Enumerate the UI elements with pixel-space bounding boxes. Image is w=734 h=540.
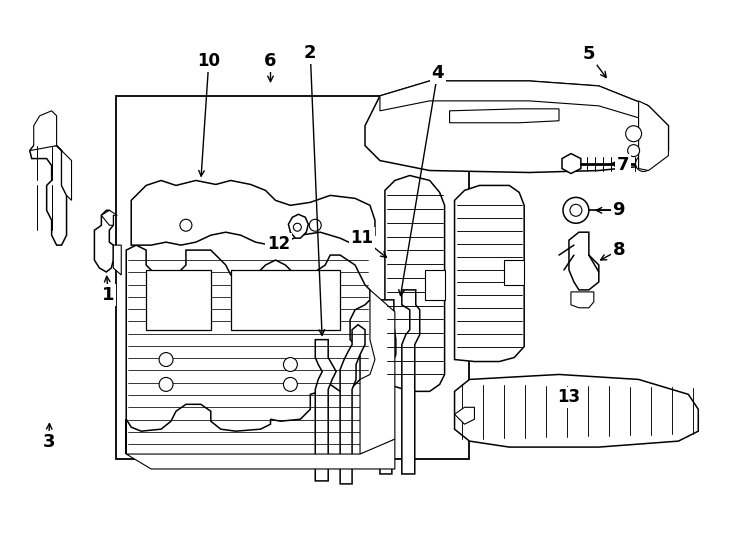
Circle shape: [159, 377, 173, 392]
Circle shape: [625, 126, 642, 141]
Polygon shape: [454, 407, 474, 424]
Polygon shape: [30, 146, 67, 245]
Circle shape: [180, 219, 192, 231]
Circle shape: [309, 219, 321, 231]
Circle shape: [283, 357, 297, 372]
Polygon shape: [30, 111, 57, 151]
Circle shape: [636, 156, 652, 172]
Polygon shape: [365, 81, 669, 172]
Text: 9: 9: [612, 201, 625, 219]
Text: 10: 10: [197, 52, 220, 70]
Text: 1: 1: [102, 286, 115, 304]
Text: 3: 3: [43, 433, 55, 451]
Polygon shape: [340, 325, 365, 484]
Polygon shape: [380, 300, 396, 474]
Circle shape: [570, 204, 582, 217]
Polygon shape: [562, 153, 581, 173]
Text: 8: 8: [612, 241, 625, 259]
Text: 5: 5: [583, 45, 595, 63]
Text: 12: 12: [267, 235, 290, 253]
Polygon shape: [454, 185, 524, 361]
Circle shape: [294, 223, 302, 231]
Polygon shape: [116, 96, 470, 459]
Polygon shape: [146, 270, 211, 330]
Text: 13: 13: [557, 388, 581, 406]
Polygon shape: [454, 374, 698, 447]
Polygon shape: [504, 260, 524, 285]
Polygon shape: [95, 210, 113, 272]
Polygon shape: [113, 245, 121, 275]
Circle shape: [628, 145, 639, 157]
Polygon shape: [316, 340, 336, 481]
Polygon shape: [126, 439, 395, 469]
Text: 6: 6: [264, 52, 277, 70]
Text: 11: 11: [351, 229, 374, 247]
Polygon shape: [425, 270, 445, 300]
Polygon shape: [639, 101, 669, 171]
Polygon shape: [360, 290, 395, 454]
Polygon shape: [126, 245, 370, 454]
Polygon shape: [401, 290, 420, 474]
Text: 4: 4: [432, 64, 444, 82]
Circle shape: [563, 198, 589, 223]
Polygon shape: [571, 292, 594, 308]
Text: 7: 7: [617, 156, 629, 173]
Polygon shape: [288, 214, 308, 238]
Polygon shape: [57, 146, 71, 200]
Polygon shape: [230, 270, 340, 330]
Polygon shape: [380, 81, 649, 121]
Circle shape: [283, 377, 297, 392]
Polygon shape: [131, 180, 375, 245]
Polygon shape: [385, 176, 445, 392]
Text: 2: 2: [304, 44, 316, 62]
Circle shape: [159, 353, 173, 367]
Polygon shape: [449, 109, 559, 123]
Polygon shape: [569, 232, 599, 290]
Polygon shape: [101, 210, 117, 225]
